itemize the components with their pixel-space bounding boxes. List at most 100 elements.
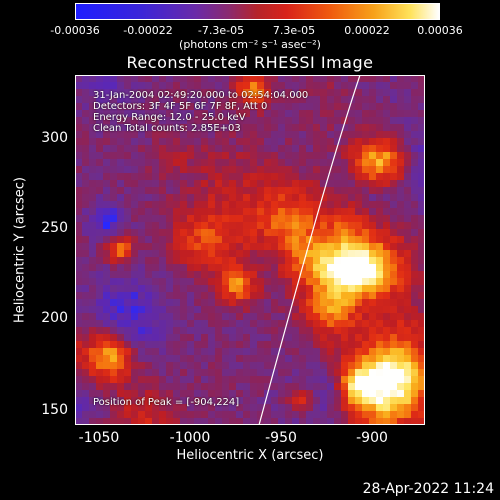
image-pixel: [229, 313, 236, 320]
image-pixel: [327, 271, 334, 278]
image-pixel: [96, 334, 103, 341]
image-pixel: [306, 145, 313, 152]
image-pixel: [152, 222, 159, 229]
image-pixel: [341, 264, 348, 271]
image-pixel: [341, 138, 348, 145]
image-pixel: [215, 383, 222, 390]
image-pixel: [138, 341, 145, 348]
image-pixel: [306, 187, 313, 194]
image-pixel: [320, 390, 327, 397]
image-pixel: [397, 264, 404, 271]
image-pixel: [285, 348, 292, 355]
image-pixel: [390, 117, 397, 124]
image-pixel: [411, 173, 418, 180]
image-pixel: [75, 229, 82, 236]
image-pixel: [327, 418, 334, 425]
image-pixel: [180, 236, 187, 243]
image-pixel: [201, 376, 208, 383]
image-pixel: [215, 89, 222, 96]
image-pixel: [264, 229, 271, 236]
image-pixel: [166, 355, 173, 362]
image-pixel: [376, 166, 383, 173]
image-pixel: [152, 89, 159, 96]
image-pixel: [117, 89, 124, 96]
image-pixel: [243, 138, 250, 145]
image-pixel: [320, 313, 327, 320]
image-pixel: [82, 229, 89, 236]
image-pixel: [390, 320, 397, 327]
image-pixel: [397, 215, 404, 222]
image-pixel: [75, 194, 82, 201]
image-pixel: [159, 285, 166, 292]
image-pixel: [341, 250, 348, 257]
image-pixel: [131, 89, 138, 96]
image-pixel: [145, 145, 152, 152]
image-pixel: [334, 306, 341, 313]
image-pixel: [404, 152, 411, 159]
image-pixel: [278, 313, 285, 320]
image-pixel: [355, 362, 362, 369]
image-pixel: [383, 271, 390, 278]
image-pixel: [145, 313, 152, 320]
image-pixel: [180, 264, 187, 271]
image-pixel: [194, 75, 201, 82]
image-pixel: [362, 278, 369, 285]
image-pixel: [138, 397, 145, 404]
image-pixel: [110, 376, 117, 383]
image-pixel: [96, 271, 103, 278]
image-pixel: [327, 159, 334, 166]
image-pixel: [285, 341, 292, 348]
image-pixel: [229, 299, 236, 306]
image-pixel: [180, 292, 187, 299]
image-pixel: [201, 390, 208, 397]
image-pixel: [131, 138, 138, 145]
image-pixel: [383, 320, 390, 327]
image-pixel: [159, 180, 166, 187]
image-pixel: [222, 229, 229, 236]
image-pixel: [411, 166, 418, 173]
image-pixel: [236, 222, 243, 229]
image-pixel: [250, 285, 257, 292]
image-pixel: [306, 299, 313, 306]
image-pixel: [201, 110, 208, 117]
image-pixel: [292, 138, 299, 145]
image-pixel: [236, 369, 243, 376]
image-pixel: [390, 341, 397, 348]
image-pixel: [320, 124, 327, 131]
image-pixel: [103, 75, 110, 82]
image-pixel: [166, 201, 173, 208]
image-pixel: [320, 397, 327, 404]
image-pixel: [117, 152, 124, 159]
image-pixel: [334, 187, 341, 194]
image-pixel: [348, 152, 355, 159]
image-pixel: [124, 152, 131, 159]
image-pixel: [180, 355, 187, 362]
image-pixel: [271, 131, 278, 138]
image-pixel: [96, 201, 103, 208]
image-pixel: [320, 229, 327, 236]
image-pixel: [257, 131, 264, 138]
image-pixel: [390, 418, 397, 425]
image-pixel: [117, 243, 124, 250]
image-pixel: [82, 411, 89, 418]
image-pixel: [215, 145, 222, 152]
image-pixel: [89, 362, 96, 369]
image-pixel: [173, 208, 180, 215]
image-pixel: [159, 320, 166, 327]
image-pixel: [250, 131, 257, 138]
image-pixel: [131, 313, 138, 320]
image-pixel: [250, 103, 257, 110]
image-pixel: [271, 320, 278, 327]
image-pixel: [194, 124, 201, 131]
image-pixel: [362, 222, 369, 229]
image-pixel: [208, 187, 215, 194]
image-pixel: [404, 194, 411, 201]
image-pixel: [166, 89, 173, 96]
image-pixel: [257, 355, 264, 362]
image-pixel: [278, 117, 285, 124]
image-pixel: [222, 313, 229, 320]
image-pixel: [110, 383, 117, 390]
image-pixel: [355, 138, 362, 145]
image-pixel: [124, 229, 131, 236]
image-pixel: [173, 299, 180, 306]
